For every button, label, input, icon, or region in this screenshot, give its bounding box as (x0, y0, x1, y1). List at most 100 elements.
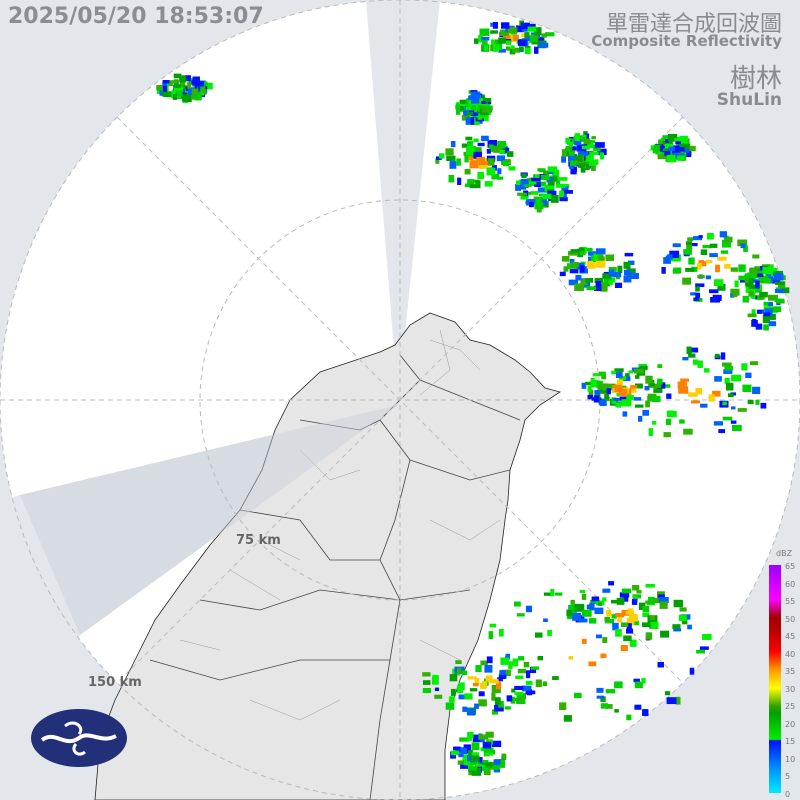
echo-cell (535, 197, 543, 204)
echo-cell (458, 694, 466, 700)
echo-cell (491, 685, 501, 694)
echo-cell (450, 750, 460, 756)
echo-cell (688, 353, 696, 358)
echo-cell (615, 629, 622, 637)
echo-cell (653, 144, 663, 152)
echo-cell (714, 376, 722, 382)
echo-cell (633, 397, 642, 401)
echo-cell (634, 404, 644, 408)
echo-cell (697, 360, 703, 368)
echo-cell (561, 183, 570, 189)
echo-cell (568, 152, 575, 156)
echo-cell (526, 605, 532, 613)
echo-cell (617, 616, 622, 623)
echo-cell (657, 364, 663, 368)
echo-cell (577, 251, 584, 258)
echo-cell (464, 749, 471, 754)
echo-cell (475, 180, 481, 189)
echo-cell (574, 133, 580, 141)
echo-cell (698, 260, 705, 266)
echo-cell (596, 687, 604, 693)
echo-cell (525, 690, 536, 695)
echo-cell (434, 687, 440, 692)
echo-cell (705, 275, 711, 280)
echo-cell (714, 353, 720, 358)
echo-cell (479, 734, 488, 740)
echo-cell (602, 588, 611, 593)
echo-cell (624, 269, 632, 276)
echo-cell (715, 264, 720, 273)
echo-cell (614, 386, 623, 393)
range-label-75: 75 km (236, 533, 281, 548)
echo-cell (203, 82, 213, 90)
echo-cell (638, 415, 643, 422)
echo-cell (625, 611, 635, 615)
echo-cell (695, 292, 701, 301)
echo-cell (518, 181, 527, 190)
echo-cell (773, 273, 784, 281)
echo-cell (572, 146, 577, 151)
echo-cell (709, 253, 718, 258)
echo-cell (537, 36, 545, 43)
echo-cell (485, 731, 494, 738)
echo-cell (590, 377, 595, 382)
echo-cell (645, 583, 655, 588)
echo-cell (532, 35, 539, 43)
echo-cell (633, 368, 644, 374)
echo-cell (758, 275, 769, 284)
echo-cell (434, 694, 443, 699)
echo-cell (602, 383, 609, 388)
echo-cell (697, 263, 702, 270)
echo-cell (720, 352, 726, 360)
echo-cell (478, 691, 485, 697)
echo-cell (543, 592, 553, 596)
legend-tick: 10 (785, 754, 796, 764)
echo-cell (592, 373, 603, 377)
echo-cell (589, 162, 597, 166)
echo-cell (756, 310, 763, 314)
echo-cell (588, 389, 594, 396)
echo-cell (561, 186, 569, 191)
echo-cell (642, 606, 650, 613)
echo-cell (482, 98, 492, 102)
echo-cell (572, 612, 582, 621)
echo-cell (479, 28, 490, 36)
echo-cell (612, 385, 622, 389)
echo-cell (702, 634, 712, 640)
echo-cell (541, 33, 547, 38)
echo-cell (507, 27, 518, 34)
echo-cell (467, 179, 475, 185)
echo-cell (457, 685, 463, 694)
echo-cell (173, 86, 184, 92)
echo-cell (594, 142, 605, 148)
echo-cell (470, 117, 477, 125)
echo-cell (453, 746, 461, 751)
echo-cell (508, 661, 513, 670)
echo-cell (652, 597, 661, 604)
echo-cell (619, 592, 630, 598)
echo-cell (537, 187, 548, 193)
echo-cell (679, 607, 687, 612)
echo-cell (690, 347, 699, 353)
echo-cell (642, 709, 649, 717)
echo-cell (521, 22, 530, 30)
echo-cell (518, 693, 526, 699)
echo-cell (436, 156, 442, 160)
echo-cell (477, 142, 485, 147)
echo-cell (486, 656, 493, 664)
echo-cell (734, 280, 739, 288)
echo-cell (465, 136, 473, 141)
echo-cell (555, 178, 560, 186)
echo-cell (530, 666, 537, 674)
echo-cell (458, 754, 464, 758)
echo-cell (498, 701, 504, 708)
echo-cell (467, 676, 477, 680)
echo-cell (629, 639, 637, 647)
echo-cell (632, 585, 640, 591)
echo-cell (480, 683, 487, 689)
echo-cell (499, 670, 506, 676)
echo-cell (595, 280, 602, 287)
echo-cell (722, 362, 732, 367)
echo-cell (471, 742, 480, 751)
echo-cell (600, 696, 606, 702)
